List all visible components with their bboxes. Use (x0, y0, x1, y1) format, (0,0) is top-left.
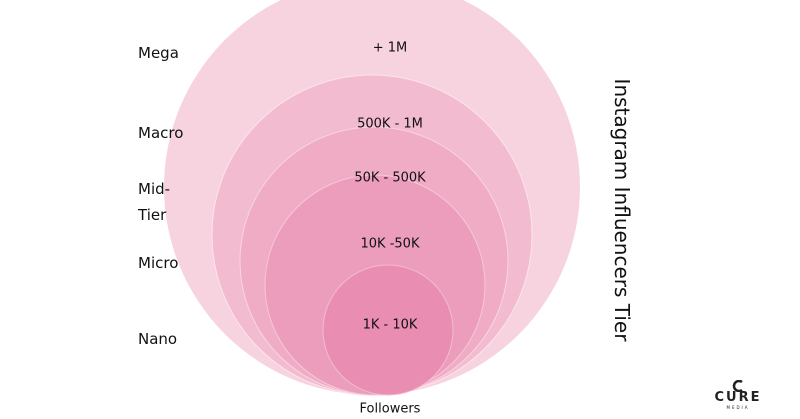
tier-range: 10K -50K (361, 237, 420, 252)
tier-name: Nano (138, 330, 178, 348)
tier-name: Mid-Tier (138, 180, 171, 224)
tier-range: 50K - 500K (354, 171, 426, 186)
tier-circle (322, 264, 454, 396)
title: Instagram Influencers Tier (610, 78, 634, 342)
logo-icon (732, 380, 743, 392)
tier-range: + 1M (373, 41, 408, 56)
tier-range: 1K - 10K (363, 318, 418, 333)
logo-sub: MEDIA (726, 405, 750, 410)
footer: Followers (359, 401, 421, 417)
logo: CURE MEDIA (712, 380, 764, 410)
tier-range: 500K - 1M (357, 117, 423, 132)
tier-name: Micro (138, 254, 179, 272)
tier-name: Mega (138, 44, 179, 62)
logo-name: CURE (714, 390, 762, 405)
tier-name: Macro (138, 124, 184, 142)
